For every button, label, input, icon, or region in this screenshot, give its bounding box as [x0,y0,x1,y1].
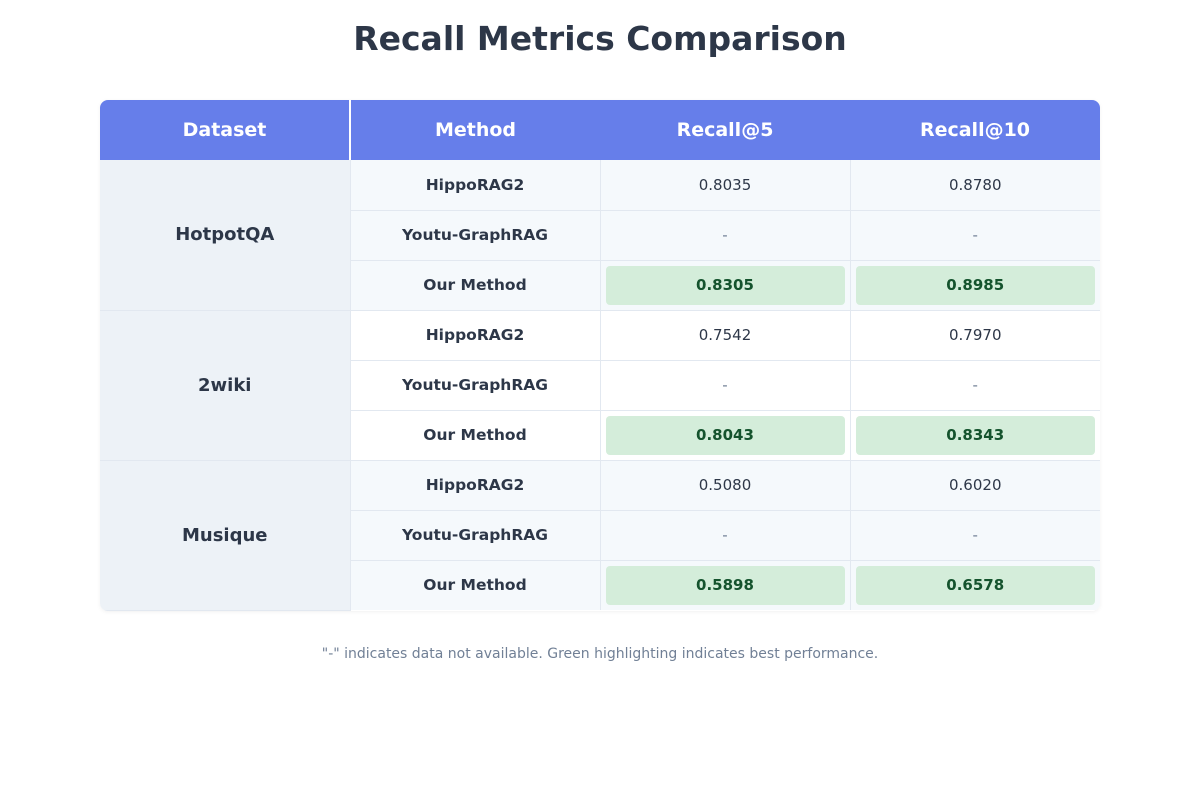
best-value-highlight: 0.8985 [855,265,1095,305]
recall-10-cell: 0.7970 [850,310,1100,361]
best-value-highlight: 0.8305 [605,265,845,305]
table-row: Our Method 0.8043 0.8343 [100,410,1100,461]
recall-10-cell: - [850,510,1100,561]
best-value-highlight: 0.8343 [855,415,1095,455]
recall-table-container: Dataset Method Recall@5 Recall@10 Hotpot… [100,100,1100,611]
recall-5-cell: 0.5898 [600,560,851,610]
recall-5-cell: 0.7542 [600,310,851,361]
best-value-highlight: 0.8043 [605,415,845,455]
method-cell: HippoRAG2 [350,160,601,211]
recall-10-cell: - [850,360,1100,411]
recall-table: Dataset Method Recall@5 Recall@10 Hotpot… [100,100,1100,611]
recall-5-cell: - [600,210,851,261]
recall-5-cell: - [600,510,851,561]
recall-5-cell: - [600,360,851,411]
dataset-cell: Musique [100,460,351,611]
best-value-highlight: 0.5898 [605,565,845,605]
recall-10-cell: - [850,210,1100,261]
table-row: Youtu-GraphRAG - - [100,360,1100,411]
method-cell: HippoRAG2 [350,310,601,361]
table-body: HotpotQA HippoRAG2 0.8035 0.8780 Youtu-Graph… [100,160,1100,611]
recall-10-cell: 0.6578 [850,560,1100,610]
dataset-cell: 2wiki [100,310,351,461]
recall-10-cell: 0.8780 [850,160,1100,211]
method-cell: Youtu-GraphRAG [350,210,601,261]
column-header-recall-10: Recall@10 [850,100,1100,160]
table-row: Our Method 0.5898 0.6578 [100,560,1100,610]
column-header-method: Method [350,100,600,160]
method-cell: Youtu-GraphRAG [350,510,601,561]
recall-5-cell: 0.5080 [600,460,851,511]
table-row: HotpotQA HippoRAG2 0.8035 0.8780 [100,160,1100,311]
header-row: Dataset Method Recall@5 Recall@10 [100,100,1100,160]
table-row: Youtu-GraphRAG - - [100,510,1100,561]
footnote: "-" indicates data not available. Green … [321,646,879,662]
method-cell: Youtu-GraphRAG [350,360,601,411]
recall-5-cell: 0.8043 [600,410,851,461]
best-value-highlight: 0.6578 [855,565,1095,605]
table-header: Dataset Method Recall@5 Recall@10 [100,100,1100,160]
method-cell: HippoRAG2 [350,460,601,511]
recall-10-cell: 0.8343 [850,410,1100,461]
dataset-cell: HotpotQA [100,160,351,311]
table-row: 2wiki HippoRAG2 0.7542 0.7970 [100,310,1100,461]
recall-5-cell: 0.8035 [600,160,851,211]
table-row: Youtu-GraphRAG - - [100,210,1100,261]
page-title: Recall Metrics Comparison [353,19,847,58]
column-header-recall-5: Recall@5 [600,100,850,160]
method-cell: Our Method [350,260,601,311]
table-row: Our Method 0.8305 0.8985 [100,260,1100,311]
method-cell: Our Method [350,410,601,461]
recall-10-cell: 0.6020 [850,460,1100,511]
method-cell: Our Method [350,560,601,610]
recall-10-cell: 0.8985 [850,260,1100,311]
table-row: Musique HippoRAG2 0.5080 0.6020 [100,460,1100,611]
recall-5-cell: 0.8305 [600,260,851,311]
column-header-dataset: Dataset [100,100,351,160]
